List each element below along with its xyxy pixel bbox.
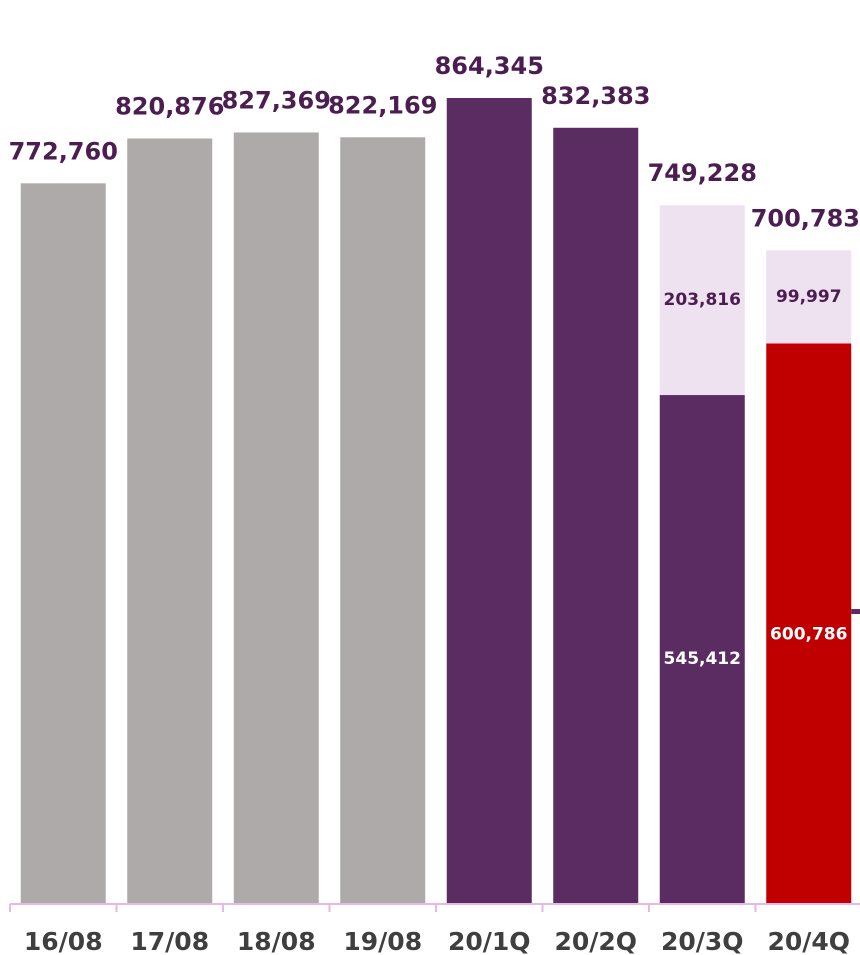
x-tick-label: 20/3Q bbox=[661, 927, 744, 955]
x-axis bbox=[9, 903, 860, 912]
bar-segment-17-08-0 bbox=[127, 138, 213, 904]
bar-segment-16-08-0 bbox=[20, 183, 106, 904]
x-tick-labels-layer: 16/08 17/08 18/08 19/08 20/1Q 20/2Q 20/3Q 20/4Q bbox=[24, 927, 850, 955]
bar-segment-20-4Q-1 bbox=[766, 250, 852, 344]
total-label: 832,383 bbox=[541, 82, 650, 110]
total-label: 827,369 bbox=[222, 86, 331, 114]
x-tick-label: 16/08 bbox=[24, 927, 103, 955]
segment-label: 203,816 bbox=[664, 290, 741, 310]
x-tick-label: 20/2Q bbox=[554, 927, 637, 955]
x-tick-label: 19/08 bbox=[343, 927, 422, 955]
total-label: 822,169 bbox=[328, 91, 437, 119]
total-label: 700,783 bbox=[751, 204, 860, 232]
segment-label: 600,786 bbox=[770, 624, 847, 644]
bar-segment-20-4Q-0 bbox=[766, 343, 852, 904]
bar-segment-20-1Q-0 bbox=[446, 98, 532, 903]
leader-mark bbox=[851, 609, 860, 615]
segment-label: 99,997 bbox=[776, 287, 842, 307]
total-label: 749,228 bbox=[648, 159, 757, 187]
total-label: 864,345 bbox=[435, 52, 544, 80]
bar-segment-20-3Q-1 bbox=[659, 205, 745, 396]
bar-segment-19-08-0 bbox=[340, 137, 426, 903]
x-tick-label: 17/08 bbox=[130, 927, 209, 955]
x-tick-label: 20/1Q bbox=[448, 927, 531, 955]
bar-segment-20-3Q-0 bbox=[659, 395, 745, 903]
bar-segment-18-08-0 bbox=[233, 132, 319, 903]
bar-segment-20-2Q-0 bbox=[553, 127, 639, 903]
segment-label: 545,412 bbox=[664, 649, 741, 669]
x-tick-label: 20/4Q bbox=[767, 927, 850, 955]
segment-labels-layer: 545,412 203,816 600,786 99,997 bbox=[664, 287, 860, 669]
total-label: 820,876 bbox=[115, 92, 224, 120]
total-label: 772,760 bbox=[9, 137, 118, 165]
x-tick-label: 18/08 bbox=[237, 927, 316, 955]
bars-layer bbox=[20, 98, 852, 904]
